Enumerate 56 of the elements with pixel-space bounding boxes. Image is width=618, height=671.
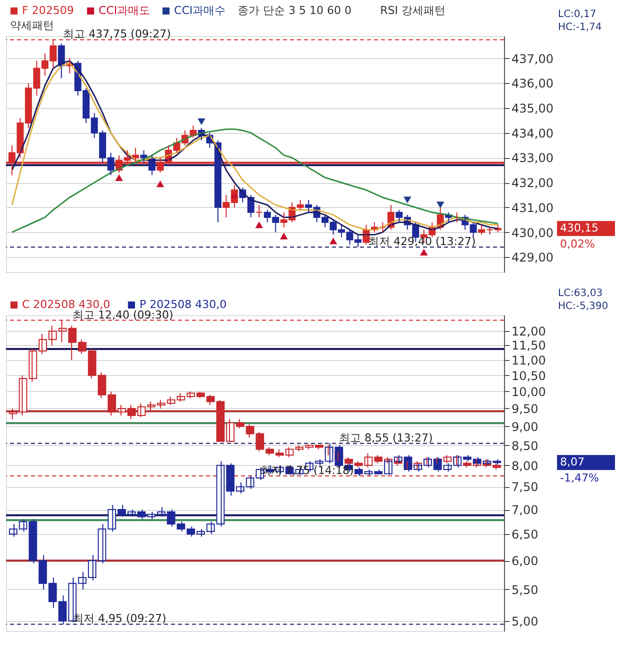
y-tick-label: 11,50 [512,338,546,353]
text: HC:-1,74 [558,22,602,33]
legend-label: CCI과매도 [98,4,150,17]
point [198,118,206,126]
text: 430,15 [560,222,598,235]
y-tick-label: 436,00 [512,76,554,91]
y-tick-label: 434,00 [512,126,554,140]
point [436,202,444,208]
line-series [11,128,499,233]
text: 약세패턴 [10,19,54,32]
y-tick-label: 6,50 [512,528,538,542]
y-tick-label: 435,00 [512,102,554,116]
point [255,221,263,228]
annotation: 최고 12,40 (09:30) [72,308,174,322]
annotation: 최저 429,40 (13:27) [368,235,476,248]
legend-label: CCI과매수 [174,4,226,17]
text: 종가 단순 3 5 10 60 0 [237,4,352,17]
text: -1,47% [560,471,599,484]
y-tick-label: 9,00 [512,420,538,434]
y-tick-label: 430,00 [512,226,554,240]
y-tick-label: 429,00 [512,250,554,265]
y-tick-label: 9,50 [512,402,538,416]
y-tick-label: 432,00 [512,176,554,190]
y-tick-label: 5,50 [512,582,538,597]
y-tick-label: 8,00 [512,458,538,473]
annotation: 최고 8,55 (13:27) [339,431,433,444]
text: 0,02% [560,238,595,251]
y-tick-label: 437,00 [512,52,554,66]
point [280,232,288,240]
legend-label: F 202509 [22,4,74,17]
point [404,196,412,204]
text: RSI 강세패턴 [380,4,446,17]
candlestick [256,204,263,218]
y-tick-label: 10,50 [512,368,546,383]
text: HC:-5,390 [558,301,608,312]
point [420,248,428,256]
text: 8,07 [560,455,584,468]
y-tick-label: 10,00 [512,384,546,399]
y-tick-label: 8,50 [512,438,538,453]
y-tick-label: 5,00 [512,614,538,628]
y-tick-label: 7,50 [512,480,538,494]
text: LC:63,03 [558,288,603,299]
annotation: 최고 437,75 (09:27) [63,28,171,41]
point [329,238,338,244]
y-tick-label: 12,00 [512,324,546,339]
y-tick-label: 7,00 [512,503,538,518]
y-tick-label: 433,00 [512,151,554,166]
legend-label: C 202508 430,0 [22,298,110,311]
y-tick-label: 11,00 [512,353,546,368]
text: LC:0,17 [558,9,596,20]
y-tick-label: 6,00 [512,554,538,568]
point [156,180,164,188]
legend-label: P 202508 430,0 [139,298,227,311]
candlestick [478,224,486,236]
y-tick-label: 431,00 [512,200,554,215]
point [115,174,123,181]
